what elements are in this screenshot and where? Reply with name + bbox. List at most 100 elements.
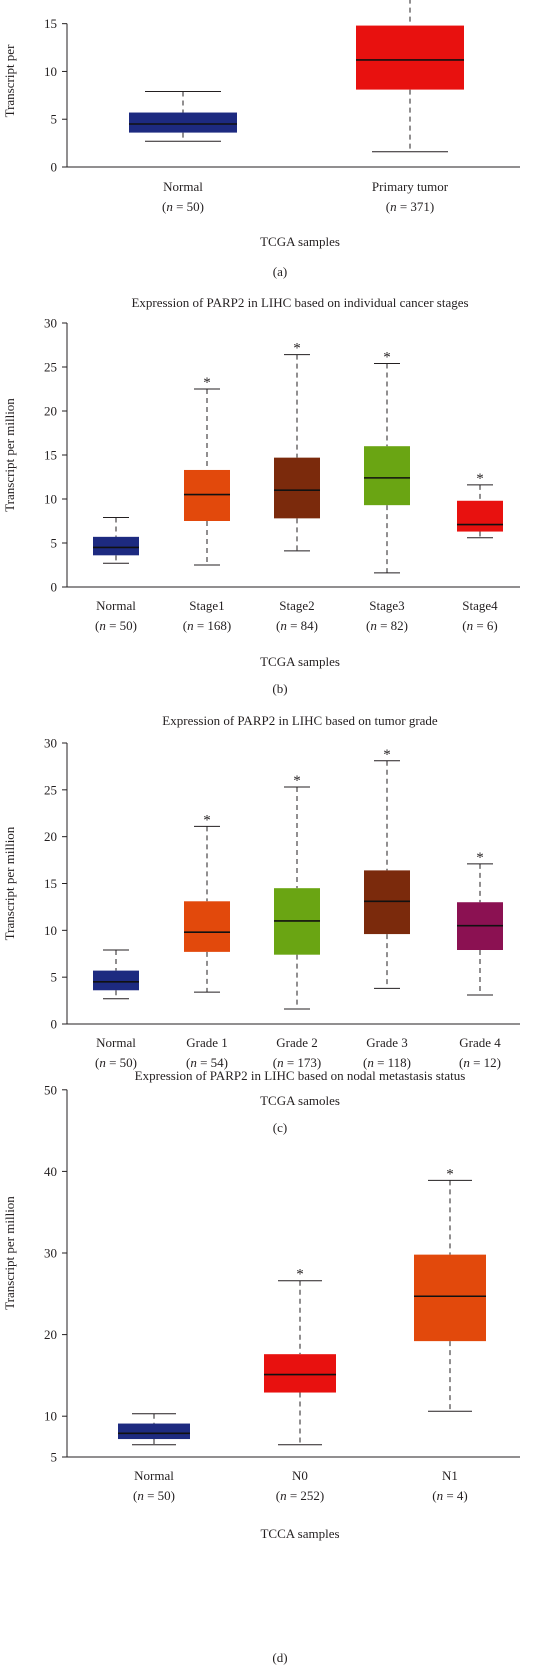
category-label: Normal	[163, 179, 203, 194]
box-grade-1: * Grade 1 (n = 54)	[184, 812, 230, 1070]
box-n0: * N0 (n = 252)	[264, 1267, 336, 1503]
panel-label: (d)	[272, 1650, 287, 1665]
significance-star: *	[476, 850, 484, 866]
box-body	[414, 1254, 486, 1342]
x-axis-label: TCCA samples	[260, 1526, 339, 1541]
y-tick-label: 25	[44, 782, 57, 797]
y-tick-label: 15	[44, 876, 57, 891]
box-normal: Normal (n = 50)	[129, 91, 237, 214]
significance-star: *	[476, 471, 484, 487]
category-label: Normal	[96, 598, 136, 613]
chart-title: Expression of PARP2 in LIHC based on ind…	[131, 295, 468, 310]
box-body	[184, 901, 230, 952]
y-tick-label: 0	[51, 160, 58, 175]
y-axis-label: Transcript per million	[2, 398, 17, 512]
chart-title: Expression of PARP2 in LIHC based on tum…	[162, 713, 438, 728]
sample-size-label: (n = 4)	[432, 1488, 468, 1503]
y-axis-label: Transcript per million	[2, 826, 17, 940]
panel-label: (b)	[272, 681, 287, 696]
x-axis-label: TCGA samples	[260, 654, 340, 669]
y-tick-label: 25	[44, 360, 57, 375]
x-axis-label: TCGA samples	[260, 234, 340, 249]
box-stage3: * Stage3 (n = 82)	[364, 349, 410, 633]
y-tick-label: 30	[44, 316, 57, 331]
y-tick-label: 5	[51, 1450, 58, 1465]
y-tick-label: 30	[44, 1246, 57, 1261]
box-normal: Normal (n = 50)	[118, 1413, 190, 1503]
box-stage1: * Stage1 (n = 168)	[183, 375, 232, 633]
category-label: Grade 1	[186, 1035, 228, 1050]
sample-size-label: (n = 50)	[162, 199, 204, 214]
box-body	[356, 25, 464, 90]
box-body	[274, 457, 320, 519]
panel-label: (a)	[273, 264, 287, 279]
y-tick-label: 20	[44, 404, 57, 419]
sample-size-label: (n = 6)	[462, 618, 498, 633]
significance-star: *	[383, 349, 391, 365]
category-label: Stage4	[462, 598, 498, 613]
y-tick-label: 5	[51, 970, 58, 985]
sample-size-label: (n = 50)	[95, 618, 137, 633]
panel-c: Expression of PARP2 in LIHC based on tum…	[2, 713, 520, 1135]
y-axis-label: Transcript per million	[2, 1196, 17, 1310]
box-stage4: * Stage4 (n = 6)	[457, 471, 503, 633]
significance-star: *	[203, 375, 211, 391]
category-label: Primary tumor	[372, 179, 449, 194]
chart-title: Expression of PARP2 in LIHC based on nod…	[135, 1068, 466, 1083]
significance-star: *	[383, 747, 391, 763]
box-n1: * N1 (n = 4)	[414, 1166, 486, 1503]
significance-star: *	[293, 773, 301, 789]
sample-size-label: (n = 50)	[95, 1055, 137, 1070]
category-label: Stage3	[369, 598, 404, 613]
y-axis-label: Transcript per	[2, 44, 17, 117]
box-normal: Normal (n = 50)	[93, 516, 139, 633]
box-grade-4: * Grade 4 (n = 12)	[457, 850, 503, 1070]
y-tick-label: 15	[44, 448, 57, 463]
y-tick-label: 0	[51, 1017, 58, 1032]
sample-size-label: (n = 12)	[459, 1055, 501, 1070]
x-axis-label: TCGA samoles	[260, 1093, 340, 1108]
y-tick-label: 30	[44, 736, 57, 751]
category-label: N0	[292, 1468, 308, 1483]
panel-a: 0 5 10 15 Transcript per Normal (n = 50) Primar…	[2, 0, 520, 279]
category-label: Normal	[134, 1468, 174, 1483]
sample-size-label: (n = 82)	[366, 618, 408, 633]
sample-size-label: (n = 84)	[276, 618, 318, 633]
significance-star: *	[203, 812, 211, 828]
y-tick-label: 50	[44, 1082, 57, 1097]
y-tick-label: 10	[44, 492, 57, 507]
box-body	[118, 1423, 190, 1440]
sample-size-label: (n = 50)	[133, 1488, 175, 1503]
box-body	[93, 970, 139, 991]
category-label: N1	[442, 1468, 458, 1483]
box-primary-tumor: Primary tumor (n = 371)	[356, 0, 464, 214]
category-label: Stage2	[279, 598, 314, 613]
y-tick-label: 10	[44, 923, 57, 938]
category-label: Grade 4	[459, 1035, 501, 1050]
box-stage2: * Stage2 (n = 84)	[274, 341, 320, 633]
box-body	[364, 870, 410, 935]
sample-size-label: (n = 371)	[386, 199, 435, 214]
y-tick-label: 15	[44, 16, 57, 31]
category-label: Grade 2	[276, 1035, 318, 1050]
box-body	[184, 469, 230, 521]
y-tick-label: 20	[44, 829, 57, 844]
box-grade-2: * Grade 2 (n = 173)	[273, 773, 322, 1070]
box-body	[129, 112, 237, 133]
y-tick-label: 20	[44, 1327, 57, 1342]
box-body	[264, 1354, 336, 1393]
y-tick-label: 10	[44, 1409, 57, 1424]
box-grade-3: * Grade 3 (n = 118)	[363, 747, 411, 1070]
category-label: Grade 3	[366, 1035, 408, 1050]
significance-star: *	[296, 1267, 304, 1283]
y-tick-label: 40	[44, 1164, 57, 1179]
sample-size-label: (n = 54)	[186, 1055, 228, 1070]
sample-size-label: (n = 173)	[273, 1055, 322, 1070]
category-label: Normal	[96, 1035, 136, 1050]
box-normal: Normal (n = 50)	[93, 949, 139, 1070]
y-tick-label: 5	[51, 112, 58, 127]
y-tick-label: 5	[51, 536, 58, 551]
y-tick-label: 10	[44, 64, 57, 79]
category-label: Stage1	[189, 598, 224, 613]
box-body	[457, 500, 503, 532]
